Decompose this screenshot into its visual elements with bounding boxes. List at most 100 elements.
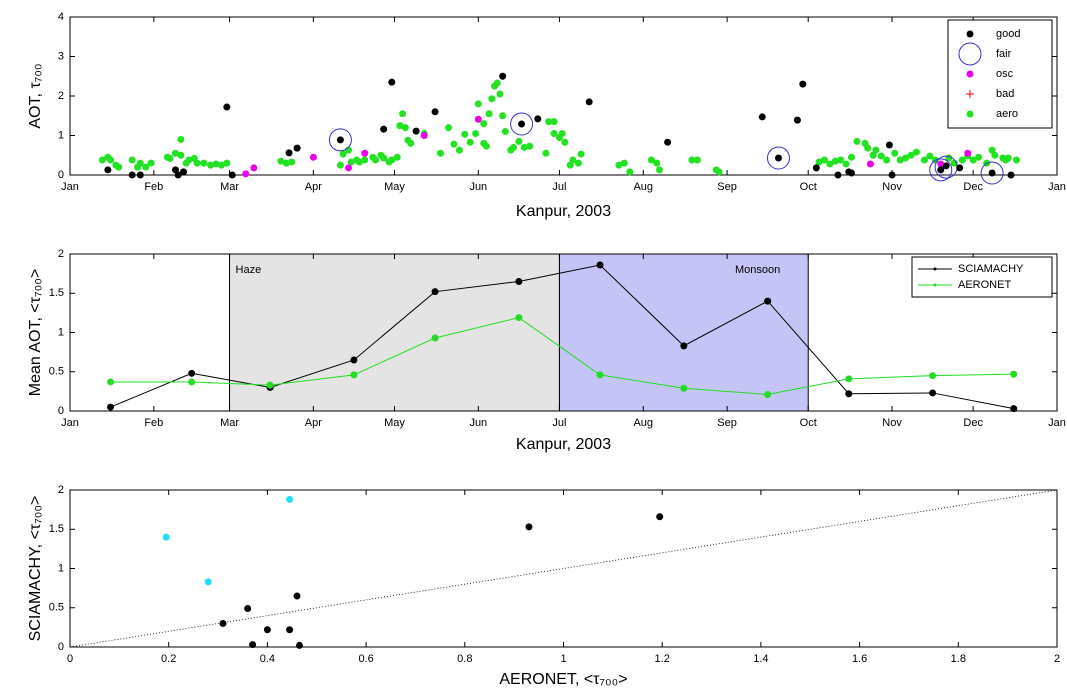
dot-marker	[171, 149, 179, 157]
series-point	[845, 375, 853, 383]
dot-marker	[361, 156, 369, 164]
dot-marker	[185, 156, 193, 164]
y-axis-label: SCIAMACHY, <τ₇₀₀>	[27, 496, 44, 642]
series-point	[596, 371, 604, 379]
series-point	[1010, 370, 1018, 378]
dot-marker	[104, 166, 112, 174]
dot-marker	[295, 641, 303, 649]
dot-marker	[888, 171, 896, 179]
x-tick-label: Jan	[1048, 417, 1066, 429]
series-point	[431, 288, 439, 296]
series-point	[515, 314, 523, 322]
x-tick-label: Jun	[469, 181, 487, 193]
one-to-one-line	[69, 489, 1058, 648]
dot-marker	[820, 156, 828, 164]
series-point	[1010, 405, 1018, 413]
x-axis-label: AERONET, <τ₇₀₀>	[499, 671, 627, 688]
dot-marker	[866, 160, 874, 168]
dot-marker	[162, 533, 170, 541]
legend-marker	[966, 110, 974, 118]
x-tick-label: May	[384, 417, 405, 429]
x-tick-label: Mar	[220, 181, 239, 193]
dot-marker	[420, 132, 428, 139]
x-tick-label: Dec	[963, 181, 983, 193]
dot-marker	[355, 158, 363, 166]
dot-marker	[542, 149, 550, 157]
dot-marker	[336, 161, 344, 169]
dot-marker	[200, 159, 208, 167]
y-tick-label: 1.5	[49, 287, 64, 299]
dot-marker	[293, 144, 301, 152]
dot-marker	[193, 159, 201, 167]
dot-marker	[407, 139, 415, 147]
series-line	[110, 317, 1014, 396]
dot-marker	[480, 120, 488, 128]
dot-marker	[574, 159, 582, 167]
dot-marker	[566, 161, 574, 169]
dot-marker	[372, 156, 380, 164]
x-tick-label: Oct	[800, 417, 817, 429]
legend-label: bad	[996, 88, 1014, 100]
y-tick-label: 1	[58, 562, 64, 574]
dot-marker	[466, 138, 474, 146]
dot-marker	[286, 626, 294, 634]
dot-marker	[956, 164, 964, 172]
dot-marker	[774, 154, 782, 162]
dot-marker	[501, 128, 509, 136]
dot-marker	[219, 619, 227, 627]
dot-marker	[98, 156, 106, 164]
dot-marker	[263, 626, 271, 634]
x-tick-label: Jan	[61, 417, 79, 429]
dot-marker	[455, 146, 463, 154]
dot-marker	[688, 156, 696, 164]
x-tick-label: Feb	[144, 181, 163, 193]
dot-marker	[812, 164, 820, 172]
x-tick-label: Apr	[305, 417, 322, 429]
dot-marker	[842, 160, 850, 168]
x-tick-label: Mar	[220, 417, 239, 429]
series-point	[764, 391, 772, 399]
dot-marker	[499, 112, 507, 120]
dot-marker	[204, 578, 212, 586]
dot-marker	[826, 160, 834, 168]
dot-marker	[912, 148, 920, 156]
x-tick-label: Nov	[882, 417, 902, 429]
x-tick-label: May	[384, 181, 405, 193]
x-tick-label: Oct	[800, 181, 817, 193]
dot-marker	[864, 144, 872, 152]
dot-marker	[585, 98, 593, 106]
dot-marker	[282, 159, 290, 167]
x-tick-label: Jul	[552, 181, 566, 193]
x-tick-label: Sep	[717, 181, 737, 193]
x-tick-label: 1.8	[951, 653, 966, 665]
y-tick-label: 3	[58, 50, 64, 62]
dot-marker	[107, 156, 115, 164]
series-point	[350, 356, 358, 364]
y-tick-label: 1.5	[49, 523, 64, 535]
legend-box	[947, 19, 1053, 129]
x-tick-label: Aug	[633, 417, 653, 429]
dot-marker	[431, 108, 439, 116]
x-tick-label: 0.4	[260, 653, 275, 665]
dot-marker	[509, 143, 517, 151]
dot-marker	[249, 641, 257, 649]
x-tick-label: 0.6	[358, 653, 373, 665]
dot-marker	[142, 163, 150, 171]
dot-marker	[655, 166, 663, 174]
y-tick-label: 0	[58, 641, 64, 653]
dot-marker	[461, 130, 469, 138]
dot-marker	[831, 157, 839, 165]
dot-marker	[380, 125, 388, 133]
dot-marker	[545, 118, 553, 126]
series-point	[188, 378, 196, 386]
dot-marker	[656, 513, 664, 521]
y-tick-label: 0	[58, 405, 64, 417]
dot-marker	[518, 120, 526, 128]
x-tick-label: Jun	[469, 417, 487, 429]
dot-marker	[847, 169, 855, 177]
dot-marker	[339, 150, 347, 158]
dot-marker	[653, 159, 661, 167]
x-tick-label: Jan	[61, 181, 79, 193]
